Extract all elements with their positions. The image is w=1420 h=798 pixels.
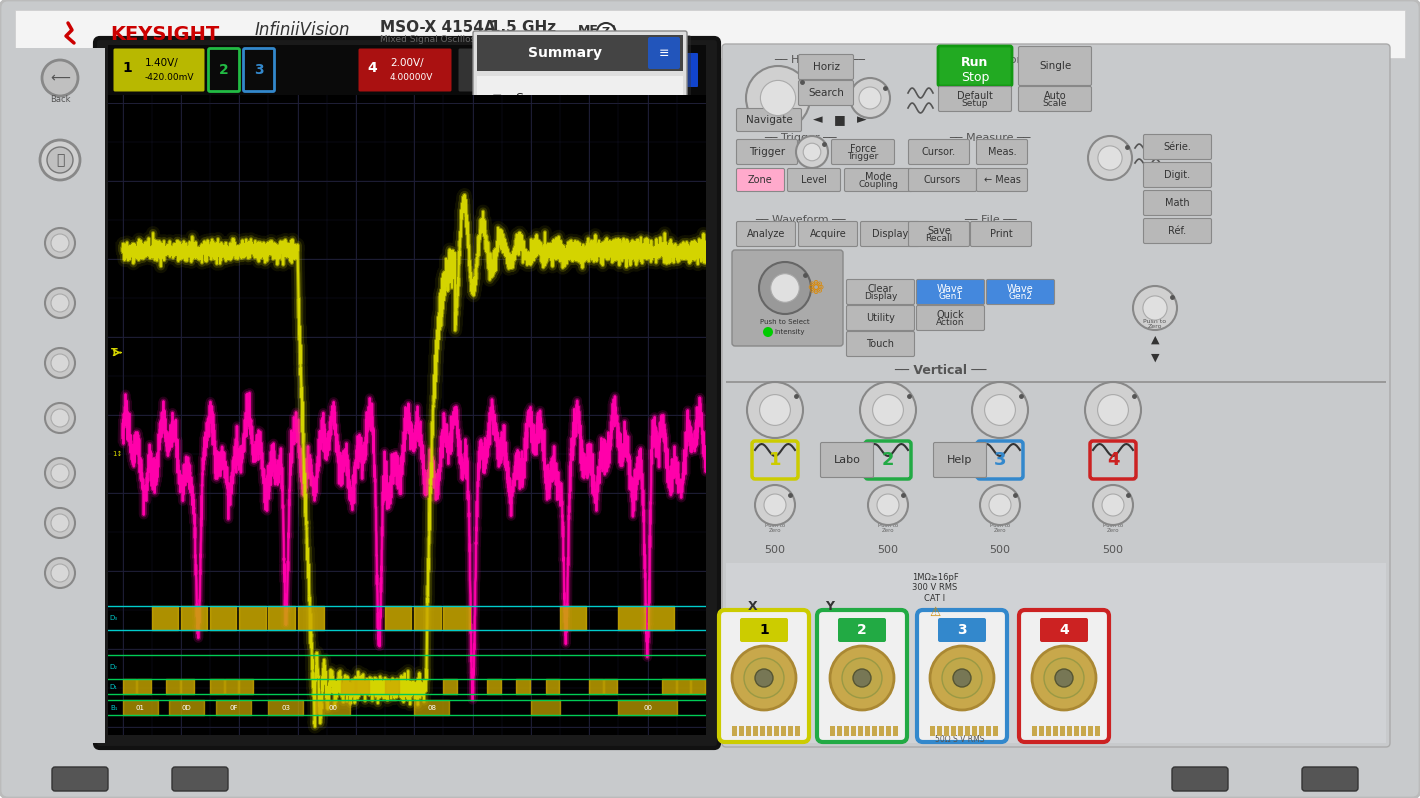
Bar xyxy=(858,726,863,736)
Bar xyxy=(477,171,683,217)
Text: ── Horizontal ──: ── Horizontal ── xyxy=(774,55,866,65)
FancyBboxPatch shape xyxy=(1302,767,1358,791)
FancyBboxPatch shape xyxy=(655,53,699,87)
Text: ❁: ❁ xyxy=(807,279,824,298)
Bar xyxy=(108,45,706,735)
FancyBboxPatch shape xyxy=(1018,46,1092,85)
FancyBboxPatch shape xyxy=(737,140,798,164)
Text: D₃: D₃ xyxy=(109,615,118,621)
Bar xyxy=(155,618,315,663)
Text: ◄: ◄ xyxy=(814,113,822,127)
Text: Probe: Probe xyxy=(618,697,645,707)
Circle shape xyxy=(980,485,1020,525)
Text: Meas.: Meas. xyxy=(988,147,1017,157)
Text: 20.00ns/: 20.00ns/ xyxy=(488,57,530,67)
Circle shape xyxy=(941,658,983,698)
Bar xyxy=(836,726,842,736)
Bar xyxy=(1032,726,1037,736)
FancyBboxPatch shape xyxy=(648,37,680,69)
Text: 00: 00 xyxy=(328,705,337,711)
Text: X: X xyxy=(748,599,758,613)
Text: ── Run Control ──: ── Run Control ── xyxy=(960,55,1059,65)
Circle shape xyxy=(878,494,899,516)
Circle shape xyxy=(51,564,70,582)
Text: Single: Single xyxy=(1039,61,1071,71)
Text: ■: ■ xyxy=(834,113,846,127)
Text: 50Ω S V RMS: 50Ω S V RMS xyxy=(936,736,984,745)
Circle shape xyxy=(51,409,70,427)
Text: 0D: 0D xyxy=(182,705,192,711)
Text: KEYSIGHT: KEYSIGHT xyxy=(109,25,219,44)
Text: 2: 2 xyxy=(858,623,866,637)
Circle shape xyxy=(731,646,797,710)
Text: 08: 08 xyxy=(427,705,436,711)
FancyBboxPatch shape xyxy=(737,168,784,192)
Text: 2.00V/: 2.00V/ xyxy=(391,58,423,68)
FancyBboxPatch shape xyxy=(846,279,914,305)
Text: 4.00000V: 4.00000V xyxy=(391,73,433,81)
Circle shape xyxy=(435,628,454,648)
FancyBboxPatch shape xyxy=(1143,163,1211,188)
Text: Summary: Summary xyxy=(528,46,602,60)
Text: Measurements: Measurements xyxy=(515,188,608,200)
Circle shape xyxy=(51,464,70,482)
Bar xyxy=(1081,726,1086,736)
Text: D₂: D₂ xyxy=(109,664,118,670)
Text: Summary: Summary xyxy=(515,93,575,105)
Circle shape xyxy=(40,140,80,180)
FancyBboxPatch shape xyxy=(1143,219,1211,243)
Text: 1MΩ: 1MΩ xyxy=(264,715,287,725)
Text: Push for
Fine: Push for Fine xyxy=(876,425,899,436)
Text: Clear: Clear xyxy=(868,284,893,294)
Text: 500: 500 xyxy=(878,545,899,555)
FancyBboxPatch shape xyxy=(987,279,1055,305)
Text: Back: Back xyxy=(50,96,70,105)
Text: Z: Z xyxy=(602,27,611,37)
FancyBboxPatch shape xyxy=(909,140,970,164)
Text: Trigger: Trigger xyxy=(848,152,879,161)
Text: ≡: ≡ xyxy=(491,93,503,105)
Text: Cancel: Cancel xyxy=(515,377,558,391)
Text: Push to
Zero: Push to Zero xyxy=(1103,523,1123,533)
Text: ⟵: ⟵ xyxy=(50,71,70,85)
Text: H: H xyxy=(471,61,484,75)
FancyBboxPatch shape xyxy=(114,49,204,92)
Text: ⊕: ⊕ xyxy=(491,235,503,248)
Text: T: T xyxy=(111,348,118,358)
Text: ▼: ▼ xyxy=(1150,353,1159,363)
Circle shape xyxy=(842,658,882,698)
Text: Trigger: Trigger xyxy=(748,147,785,157)
Bar xyxy=(886,726,890,736)
Circle shape xyxy=(43,60,78,96)
Text: 4: 4 xyxy=(368,61,376,75)
Text: Wave: Wave xyxy=(937,284,964,294)
FancyBboxPatch shape xyxy=(798,81,853,105)
Text: Auto: Auto xyxy=(586,71,611,81)
Text: Zone: Zone xyxy=(748,175,772,185)
Text: MSO-X 4154A: MSO-X 4154A xyxy=(381,21,496,35)
FancyBboxPatch shape xyxy=(798,222,858,247)
Bar xyxy=(865,726,870,736)
Text: 5 GSa/s: 5 GSa/s xyxy=(490,35,527,45)
Text: ⚠: ⚠ xyxy=(929,606,940,618)
Circle shape xyxy=(747,382,802,438)
FancyBboxPatch shape xyxy=(939,46,1012,86)
Text: Push to
Zero: Push to Zero xyxy=(878,523,897,533)
FancyBboxPatch shape xyxy=(95,38,719,748)
Bar xyxy=(1095,726,1100,736)
FancyBboxPatch shape xyxy=(798,54,853,80)
Text: ── Tools ──: ── Tools ── xyxy=(770,268,831,278)
Bar xyxy=(108,683,706,735)
Bar xyxy=(851,726,856,736)
Text: Push to
Zero: Push to Zero xyxy=(765,523,785,533)
Text: 01: 01 xyxy=(135,705,145,711)
FancyBboxPatch shape xyxy=(121,718,139,734)
FancyBboxPatch shape xyxy=(53,767,108,791)
Circle shape xyxy=(859,87,880,109)
Text: Mode: Mode xyxy=(865,172,892,182)
Text: ✕: ✕ xyxy=(491,377,503,391)
FancyBboxPatch shape xyxy=(721,44,1390,747)
Circle shape xyxy=(760,262,811,314)
Circle shape xyxy=(45,558,75,588)
